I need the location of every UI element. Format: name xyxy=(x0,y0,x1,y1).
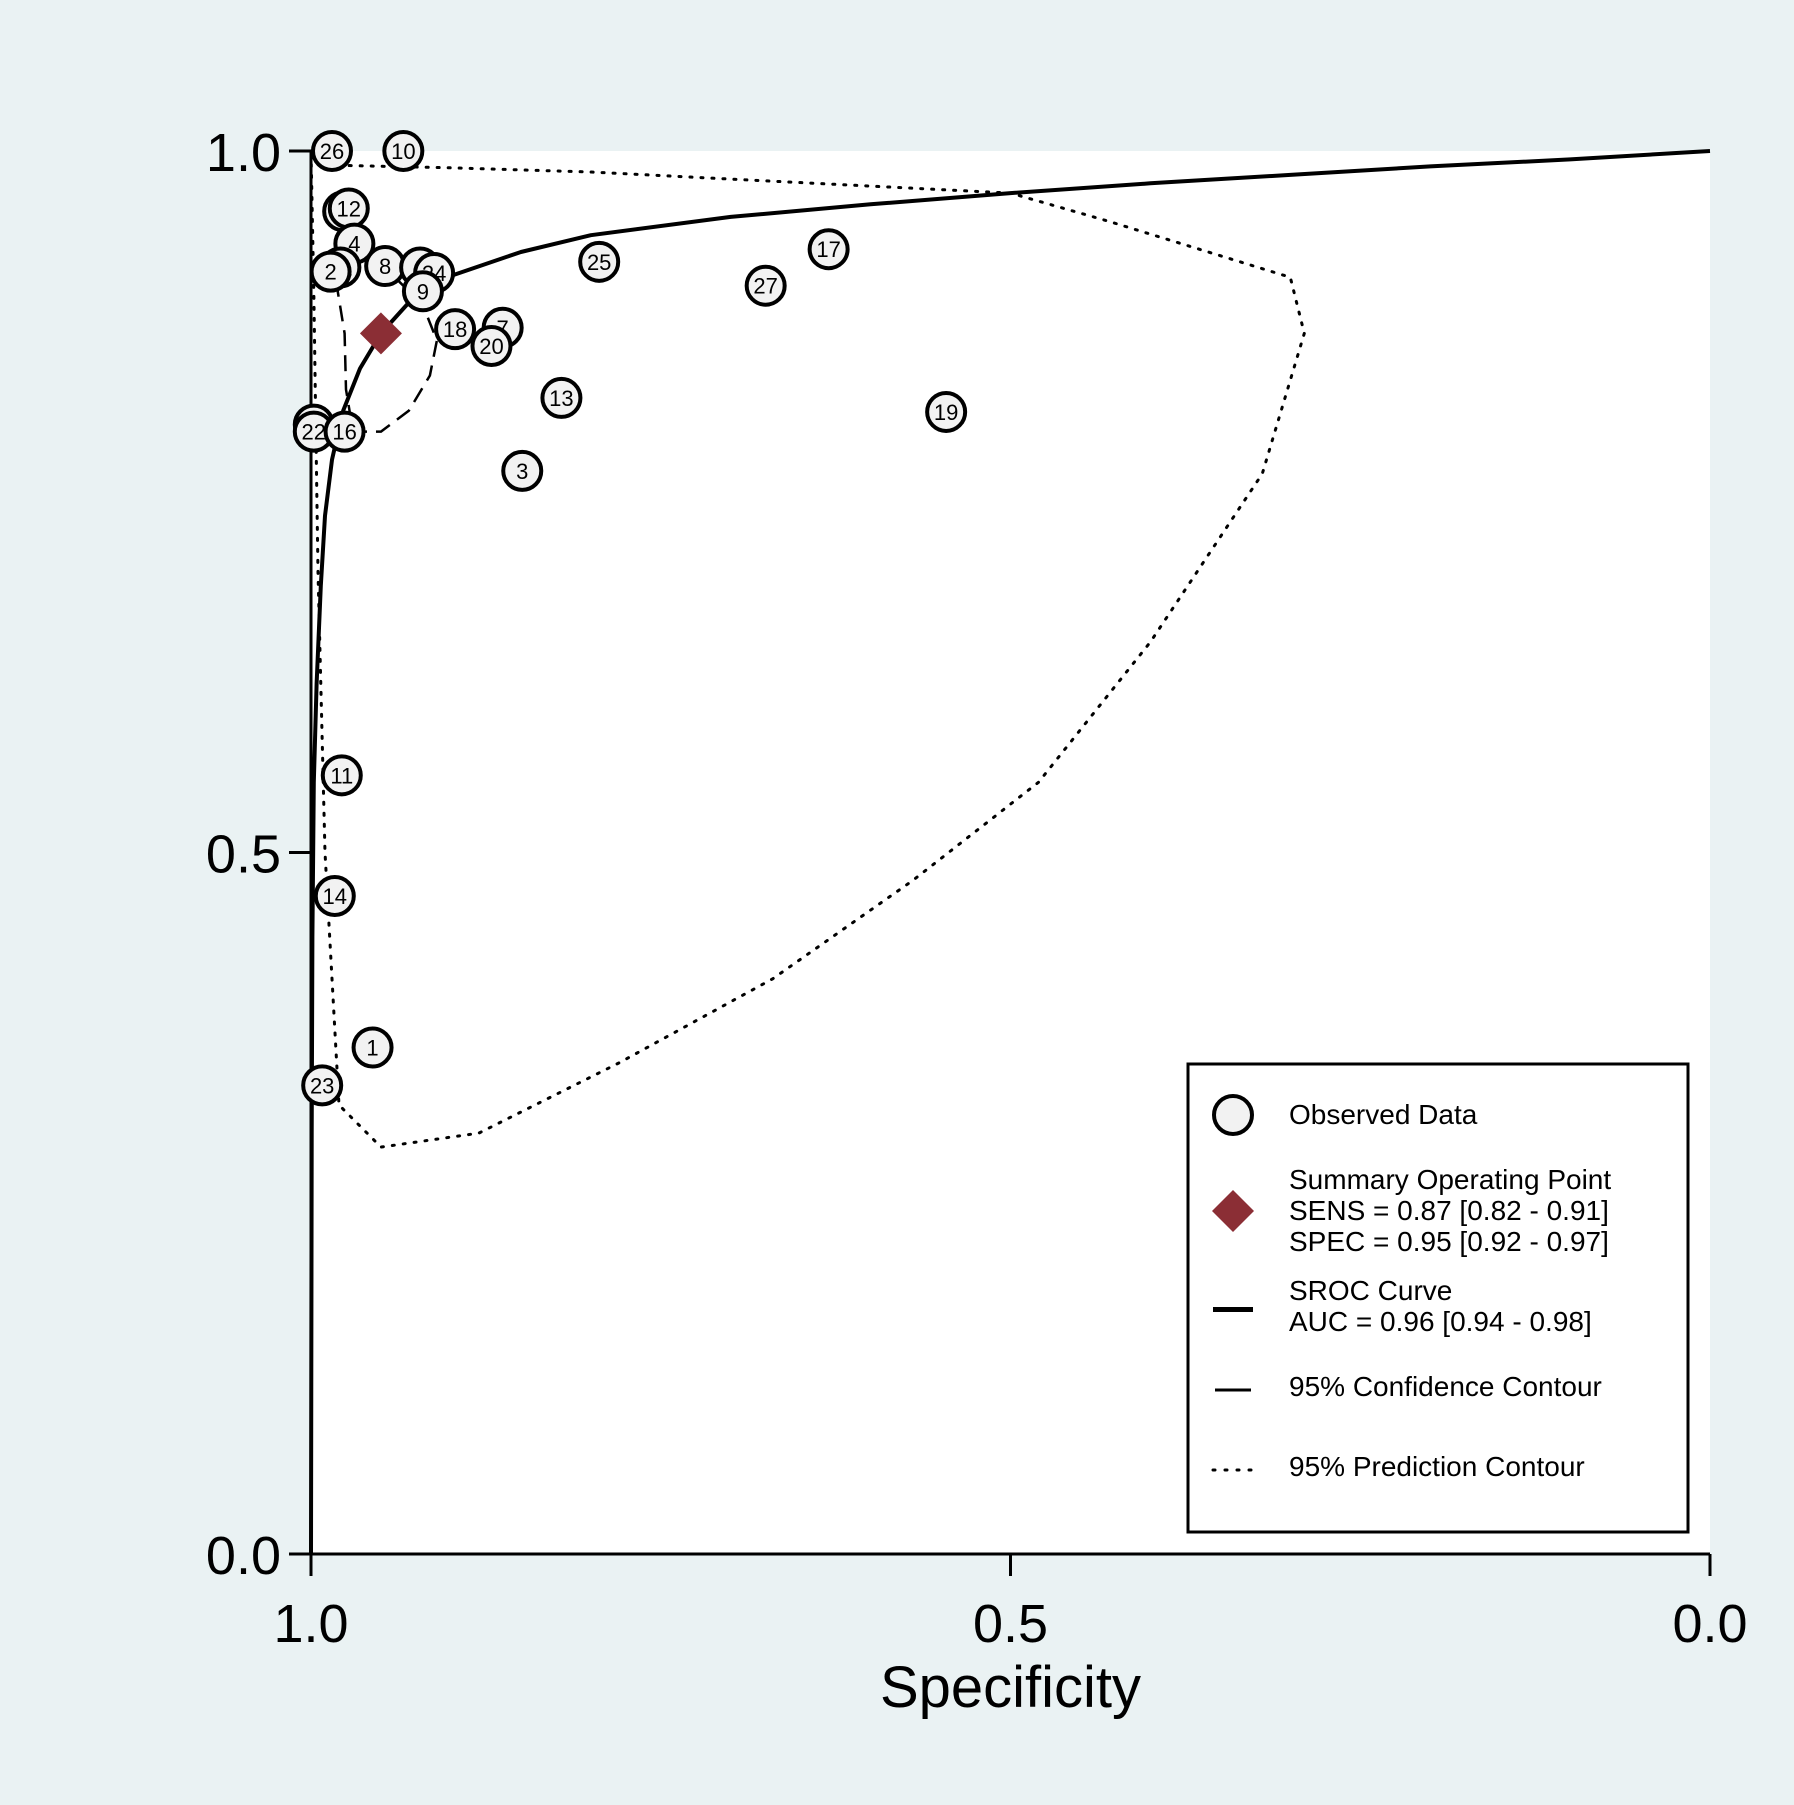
observed-data-point xyxy=(323,410,366,453)
legend-label-prediction: 95% Prediction Contour xyxy=(1289,1451,1585,1482)
observed-data-label: 14 xyxy=(323,884,347,909)
observed-data-label: 12 xyxy=(337,197,361,222)
observed-data-label: 26 xyxy=(320,139,344,164)
observed-data-point xyxy=(301,1064,344,1107)
legend-observed-symbol xyxy=(1212,1094,1254,1136)
observed-data-point xyxy=(434,308,477,351)
observed-data-point xyxy=(382,130,425,172)
observed-data-point xyxy=(401,270,444,313)
observed-data-point xyxy=(578,240,621,283)
observed-data-label: 2 xyxy=(324,260,336,285)
y-tick-label: 0.5 xyxy=(206,825,281,885)
prediction-contour xyxy=(309,149,1306,1149)
legend-label-sroc: SROC Curve xyxy=(1289,1275,1452,1306)
x-tick-label: 0.0 xyxy=(1672,1594,1747,1654)
observed-data-label: 13 xyxy=(549,386,573,411)
observed-data-label: 23 xyxy=(310,1073,334,1098)
observed-data-label: 17 xyxy=(816,237,840,262)
legend-label-confidence: 95% Confidence Contour xyxy=(1289,1371,1602,1402)
observed-data-point xyxy=(925,390,968,433)
observed-data-label: 11 xyxy=(330,763,353,788)
observed-data-point xyxy=(313,874,356,917)
observed-data-label: 10 xyxy=(391,139,415,164)
observed-data-point xyxy=(309,250,352,293)
observed-data-label: 18 xyxy=(443,317,467,342)
legend-summary-symbol xyxy=(1212,1190,1254,1232)
observed-data-point xyxy=(310,130,353,172)
y-tick-label: 0.0 xyxy=(206,1526,281,1586)
legend-box xyxy=(1186,1062,1690,1534)
observed-data-label: 20 xyxy=(479,334,503,359)
observed-data-point xyxy=(501,449,544,492)
observed-data-label: 25 xyxy=(587,250,611,275)
x-tick-label: 0.5 xyxy=(973,1594,1048,1654)
observed-data-label: 1 xyxy=(366,1036,378,1061)
observed-data-label: 27 xyxy=(753,274,777,299)
observed-data-point xyxy=(470,325,513,368)
observed-data-point xyxy=(540,376,583,419)
x-axis-label: Specificity xyxy=(880,1655,1141,1720)
observed-data-label: 9 xyxy=(417,279,429,304)
summary-operating-point xyxy=(359,312,402,355)
legend-label-summary: Summary Operating Point xyxy=(1289,1164,1611,1195)
observed-data-point xyxy=(351,1026,394,1069)
legend-label-observed: Observed Data xyxy=(1289,1099,1478,1130)
observed-data-label: 22 xyxy=(302,420,326,445)
legend-label-summary: SPEC = 0.95 [0.92 - 0.97] xyxy=(1289,1226,1609,1257)
observed-data-label: 19 xyxy=(934,400,958,425)
y-tick-label: 1.0 xyxy=(206,123,281,183)
legend-label-summary: SENS = 0.87 [0.82 - 0.91] xyxy=(1289,1195,1609,1226)
legend-label-sroc: AUC = 0.96 [0.94 - 0.98] xyxy=(1289,1306,1592,1337)
x-tick-label: 1.0 xyxy=(273,1594,348,1654)
observed-data-point xyxy=(744,264,787,307)
observed-data-point xyxy=(807,228,850,271)
observed-data-label: 3 xyxy=(516,459,528,484)
observed-data-label: 8 xyxy=(379,254,391,279)
observed-data-point xyxy=(320,754,363,797)
observed-data-label: 16 xyxy=(332,420,356,445)
